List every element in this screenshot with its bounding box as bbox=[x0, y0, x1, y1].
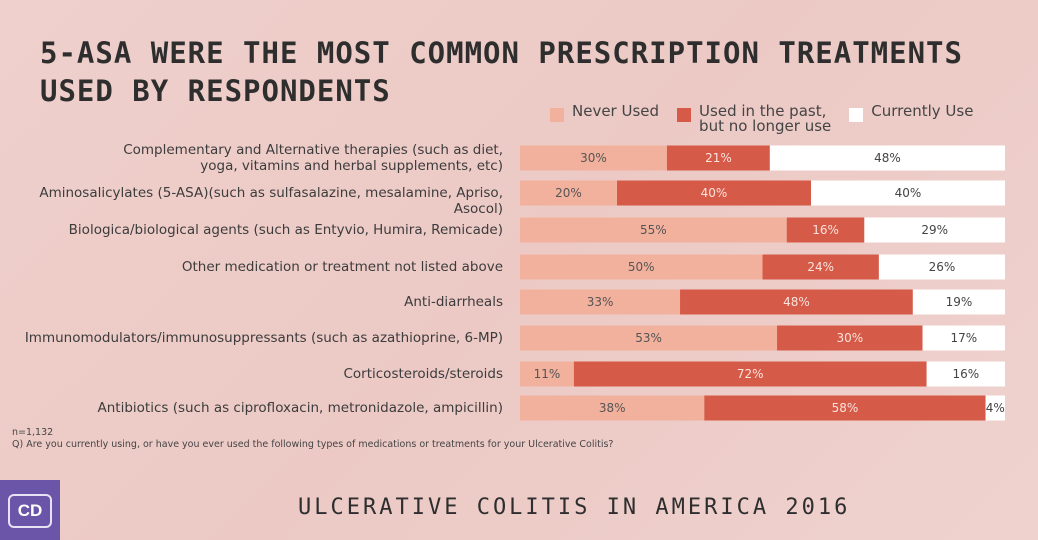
bar-segment bbox=[617, 180, 811, 206]
data-label: 72% bbox=[737, 367, 764, 381]
legend-label: Never Used bbox=[572, 102, 660, 120]
category-label: Immunomodulators/immunosuppressants (suc… bbox=[24, 330, 503, 346]
legend-swatch bbox=[550, 108, 564, 122]
bar-segment bbox=[786, 217, 865, 243]
category-label: Antibiotics (such as ciprofloxacin, metr… bbox=[97, 400, 504, 416]
data-label: 16% bbox=[812, 223, 839, 237]
data-label: 20% bbox=[555, 186, 582, 200]
data-label: 30% bbox=[580, 151, 607, 165]
legend: Never Used Used in the past, but no long… bbox=[550, 104, 991, 134]
bar-segment bbox=[666, 145, 770, 171]
data-label: 11% bbox=[534, 367, 561, 381]
bar-segment bbox=[520, 325, 778, 351]
category-label: Complementary and Alternative therapies … bbox=[123, 142, 503, 174]
legend-swatch bbox=[677, 108, 692, 122]
data-label: 48% bbox=[874, 151, 901, 165]
category-label: Biologica/biological agents (such as Ent… bbox=[68, 222, 503, 238]
data-label: 50% bbox=[628, 260, 655, 274]
bar-segment bbox=[520, 289, 681, 315]
data-label: 33% bbox=[587, 295, 614, 309]
data-label: 4% bbox=[986, 401, 1005, 415]
category-label: Corticosteroids/steroids bbox=[343, 366, 503, 382]
data-label: 58% bbox=[832, 401, 859, 415]
bar-segment bbox=[520, 145, 667, 171]
data-label: 53% bbox=[635, 331, 662, 345]
bar-segment bbox=[520, 254, 763, 280]
bar-segment bbox=[762, 254, 879, 280]
legend-item-current: Currently Use bbox=[849, 104, 973, 122]
data-label: 19% bbox=[946, 295, 973, 309]
data-label: 24% bbox=[807, 260, 834, 274]
legend-item-past: Used in the past, but no longer use bbox=[677, 104, 831, 134]
bar-segment bbox=[912, 289, 1005, 315]
footer-title: Ulcerative Colitis in America 2016 bbox=[298, 495, 851, 520]
legend-item-never: Never Used bbox=[550, 104, 659, 122]
chart-title: 5-ASA were the most common prescription … bbox=[40, 36, 963, 108]
bar-segment bbox=[704, 395, 986, 421]
bar-segment bbox=[680, 289, 913, 315]
data-label: 38% bbox=[599, 401, 626, 415]
logo-text: CD bbox=[8, 494, 52, 528]
category-label: Anti-diarrheals bbox=[404, 294, 503, 310]
legend-swatch bbox=[849, 108, 864, 122]
bar-segment bbox=[985, 395, 1005, 421]
bar-segment bbox=[520, 180, 617, 206]
bar-segment bbox=[864, 217, 1005, 243]
data-label: 48% bbox=[783, 295, 810, 309]
bar-segment bbox=[573, 361, 927, 387]
data-label: 26% bbox=[929, 260, 956, 274]
bar-segment bbox=[520, 395, 705, 421]
data-label: 30% bbox=[836, 331, 863, 345]
bar-segment bbox=[769, 145, 1005, 171]
bar-segment bbox=[520, 217, 787, 243]
data-label: 16% bbox=[952, 367, 979, 381]
bar-segment bbox=[922, 325, 1005, 351]
data-label: 40% bbox=[701, 186, 728, 200]
data-label: 29% bbox=[921, 223, 948, 237]
legend-label: Used in the past, but no longer use bbox=[699, 102, 832, 135]
data-label: 17% bbox=[950, 331, 977, 345]
logo: CD bbox=[0, 480, 60, 540]
sample-size-note: n=1,132 bbox=[12, 427, 54, 438]
bar-segment bbox=[520, 361, 574, 387]
category-label: Aminosalicylates (5-ASA)(such as sulfasa… bbox=[39, 185, 503, 217]
data-label: 21% bbox=[705, 151, 732, 165]
bar-segment bbox=[926, 361, 1005, 387]
data-label: 55% bbox=[640, 223, 667, 237]
question-note: Q) Are you currently using, or have you … bbox=[12, 439, 614, 450]
bar-segment bbox=[811, 180, 1005, 206]
bar-segment bbox=[777, 325, 923, 351]
category-label: Other medication or treatment not listed… bbox=[181, 259, 503, 275]
data-label: 40% bbox=[895, 186, 922, 200]
legend-label: Currently Use bbox=[871, 102, 974, 120]
bar-segment bbox=[878, 254, 1005, 280]
